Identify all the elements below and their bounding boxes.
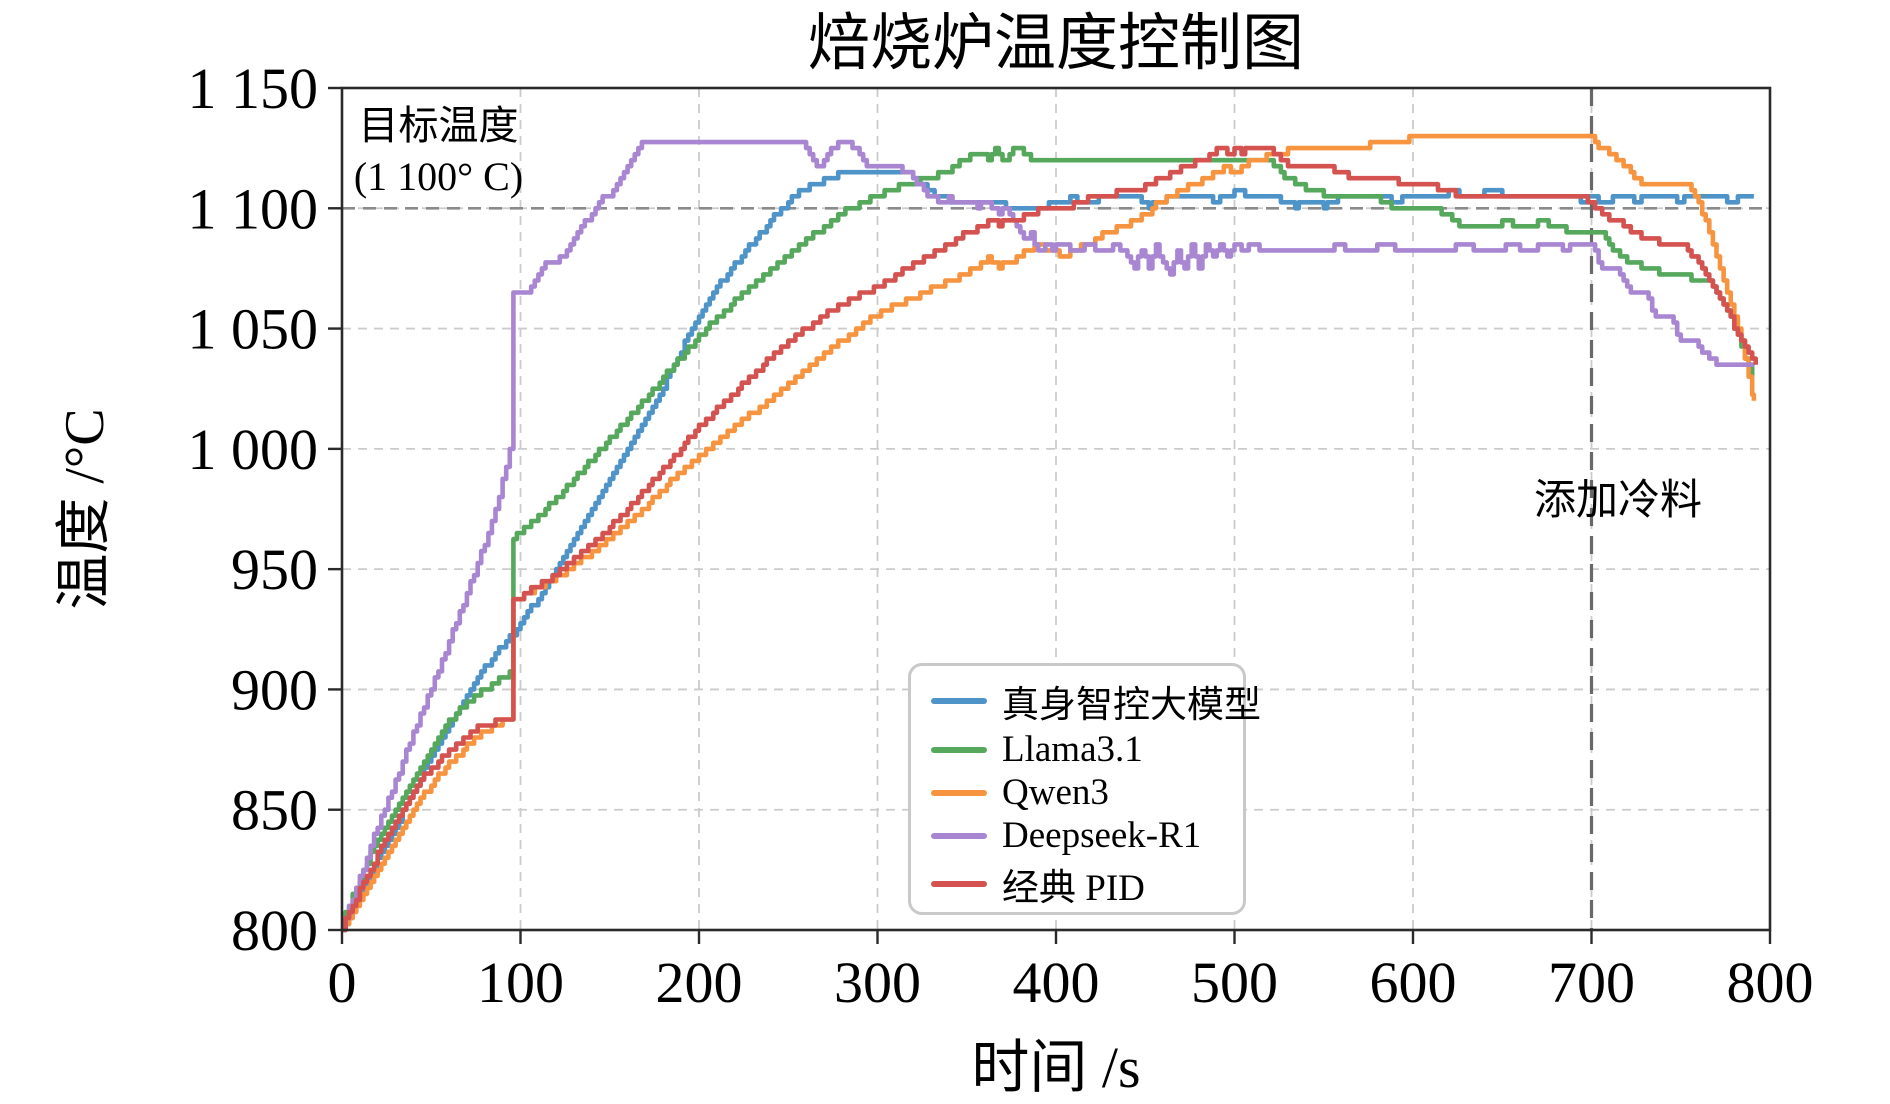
- x-tick-label: 700: [1548, 950, 1635, 1015]
- x-tick-label: 300: [834, 950, 921, 1015]
- legend-swatch-0: [931, 698, 987, 704]
- y-tick-label: 850: [231, 778, 318, 843]
- legend-swatch-1: [931, 746, 987, 753]
- y-tick-label: 1 000: [188, 417, 319, 482]
- series-line-1: [342, 145, 1755, 927]
- y-tick-label: 1 150: [188, 56, 319, 121]
- chart-title: 焙烧炉温度控制图: [807, 10, 1304, 78]
- legend-label-2: Qwen3: [1002, 772, 1109, 813]
- legend: 真身智控大模型 Llama3.1 Qwen3 Deepseek-R1 经典 PI…: [908, 663, 1261, 915]
- legend-item-1: Llama3.1: [931, 728, 1237, 771]
- y-tick-label: 950: [231, 537, 318, 602]
- series-line-2: [342, 133, 1757, 933]
- legend-label-3: Deepseek-R1: [1002, 815, 1202, 856]
- legend-swatch-3: [931, 832, 987, 839]
- legend-label-1: Llama3.1: [1002, 729, 1143, 770]
- legend-label-4: 经典 PID: [1002, 868, 1145, 909]
- target-temperature-annotation: 目标温度 (1 100° C): [336, 100, 541, 202]
- y-tick-label: 1 050: [188, 297, 319, 362]
- y-tick-label: 900: [231, 657, 318, 722]
- target-temperature-value: (1 100° C): [353, 154, 524, 199]
- x-tick-label: 200: [656, 950, 743, 1015]
- x-tick-label: 500: [1191, 950, 1278, 1015]
- y-tick-label: 800: [231, 898, 318, 963]
- add-cold-material-annotation: 添加冷料: [1533, 478, 1702, 524]
- legend-label-0: 真身智控大模型: [1002, 685, 1261, 726]
- x-tick-label: 100: [477, 950, 564, 1015]
- series-line-4: [342, 145, 1758, 933]
- x-tick-label: 800: [1727, 950, 1814, 1015]
- legend-item-0: 真身智控大模型: [931, 674, 1261, 728]
- x-tick-label: 400: [1013, 950, 1100, 1015]
- legend-item-2: Qwen3: [931, 771, 1237, 814]
- legend-item-4: 经典 PID: [931, 857, 1237, 911]
- x-tick-label: 600: [1370, 950, 1457, 1015]
- legend-swatch-4: [931, 881, 987, 887]
- y-axis-label: 温度 /°C: [54, 408, 116, 610]
- target-temperature-label: 目标温度: [358, 103, 519, 148]
- series-line-3: [342, 139, 1755, 933]
- legend-swatch-2: [931, 789, 987, 796]
- x-axis-label: 时间 /s: [971, 1035, 1141, 1100]
- x-tick-label: 0: [328, 950, 357, 1015]
- legend-item-3: Deepseek-R1: [931, 814, 1237, 857]
- y-tick-label: 1 100: [188, 176, 319, 241]
